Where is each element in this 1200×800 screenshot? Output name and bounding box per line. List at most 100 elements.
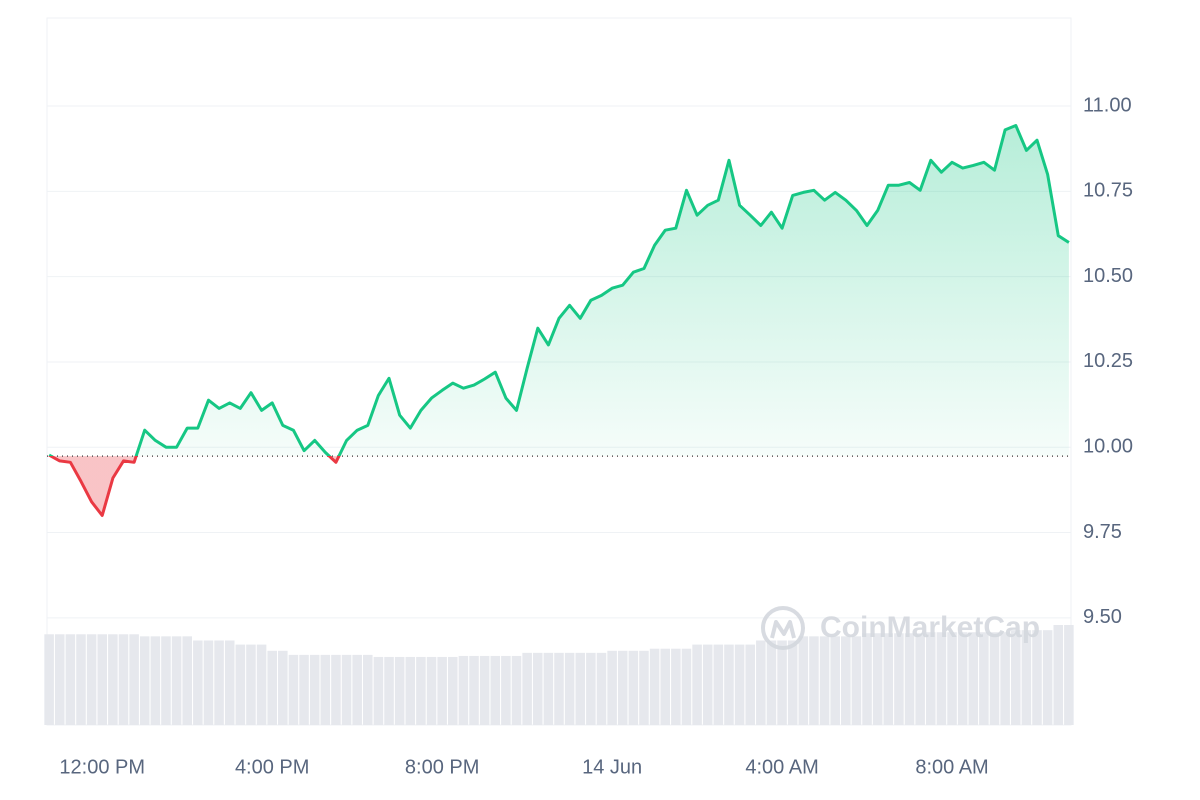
volume-bar (224, 640, 235, 725)
volume-bar (108, 634, 118, 725)
volume-bar (713, 644, 724, 725)
volume-bar (203, 640, 214, 725)
volume-bar (979, 632, 989, 725)
volume-bar (331, 654, 341, 725)
volume-bar (267, 650, 277, 725)
volume-bar (872, 633, 883, 725)
volume-bar (586, 652, 596, 725)
volume-bar (607, 650, 617, 725)
volume-bar (904, 633, 915, 725)
volume-bar (246, 644, 256, 725)
volume-bar (288, 654, 299, 725)
volume-bar (862, 633, 872, 725)
y-tick-label: 10.50 (1083, 265, 1133, 287)
volume-bar (1000, 632, 1010, 725)
volume-bar (522, 652, 532, 725)
volume-bar (766, 640, 777, 725)
y-tick-label: 10.25 (1083, 350, 1133, 372)
volume-bar (830, 636, 840, 725)
volume-bar (256, 644, 267, 725)
volume-bar (702, 644, 713, 725)
volume-bar (681, 648, 692, 725)
volume-bar (139, 636, 150, 725)
volume-bar (532, 652, 543, 725)
volume-bar (76, 634, 86, 725)
volume-bar (161, 636, 171, 725)
volume-bar (554, 652, 564, 725)
volume-bar (628, 650, 639, 725)
watermark-logo (761, 606, 805, 650)
volume-bar (692, 644, 702, 725)
volume-bar (458, 655, 469, 725)
volume-bar (660, 648, 671, 725)
y-tick-label: 10.00 (1083, 436, 1133, 458)
volume-bar (851, 636, 862, 725)
watermark-text: CoinMarketCap (820, 611, 1040, 644)
volume-bar (543, 652, 554, 725)
volume-bar (171, 636, 182, 725)
volume-bar (724, 644, 734, 725)
volume-bar (809, 636, 819, 725)
x-tick-label: 8:00 AM (915, 756, 988, 778)
x-tick-label: 14 Jun (582, 756, 642, 778)
volume-bar (575, 652, 586, 725)
volume-bar (65, 634, 76, 725)
volume-bar (649, 648, 660, 725)
volume-layer (44, 625, 1074, 725)
volume-bar (734, 644, 745, 725)
volume-bar (54, 634, 65, 725)
volume-bar (957, 632, 968, 725)
volume-bar (320, 654, 331, 725)
volume-bar (989, 632, 1000, 725)
volume-bar (118, 634, 129, 725)
y-tick-label: 9.50 (1083, 606, 1122, 628)
x-tick-label: 8:00 PM (405, 756, 479, 778)
volume-bar (968, 632, 979, 725)
volume-bar (150, 636, 161, 725)
volume-bar (490, 655, 501, 725)
volume-bar (193, 640, 203, 725)
volume-bar (926, 632, 936, 725)
volume-bar (1032, 630, 1042, 725)
plot-layer (47, 124, 1071, 517)
x-tick-label: 4:00 PM (235, 756, 309, 778)
volume-bar (214, 640, 224, 725)
volume-bar (745, 644, 755, 725)
volume-bar (44, 634, 54, 725)
volume-bar (798, 636, 809, 725)
watermark: CoinMarketCap (761, 606, 1040, 650)
volume-bar (947, 632, 957, 725)
volume-bar (299, 654, 309, 725)
x-tick-label: 4:00 AM (745, 756, 818, 778)
volume-bar (1021, 630, 1032, 725)
volume-bar (936, 632, 947, 725)
volume-bar (1010, 630, 1021, 725)
y-tick-label: 10.75 (1083, 180, 1133, 202)
volume-bar (97, 634, 108, 725)
volume-bar (617, 650, 628, 725)
volume-bar (426, 656, 437, 725)
volume-bar (384, 656, 394, 725)
volume-bar (1064, 625, 1074, 725)
volume-bar (1053, 625, 1064, 725)
y-tick-label: 11.00 (1083, 94, 1132, 116)
volume-bar (405, 656, 416, 725)
volume-bar (363, 654, 373, 725)
volume-bar (511, 655, 522, 725)
y-tick-label: 9.75 (1083, 521, 1122, 543)
volume-bar (756, 640, 766, 725)
volume-bar (437, 656, 447, 725)
volume-bar (596, 652, 607, 725)
volume-bar (639, 650, 649, 725)
volume-bar (373, 656, 384, 725)
volume-bar (894, 633, 904, 725)
volume-bar (278, 650, 288, 725)
volume-bar (309, 654, 320, 725)
volume-bar (1042, 630, 1053, 725)
price-line (48, 124, 1070, 517)
volume-bar (235, 644, 246, 725)
volume-bar (416, 656, 426, 725)
volume-bar (341, 654, 352, 725)
x-tick-label: 12:00 PM (59, 756, 145, 778)
